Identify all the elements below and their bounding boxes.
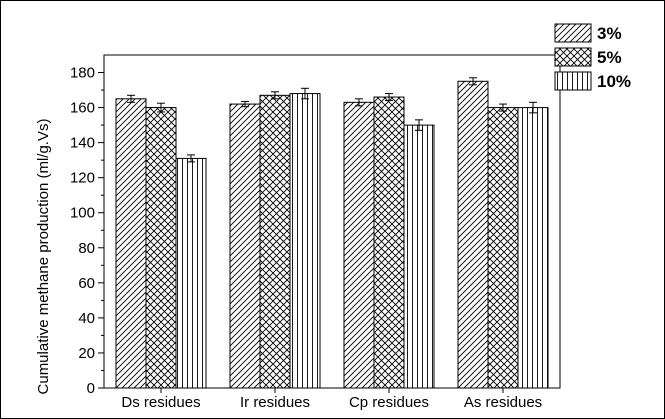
legend-swatch bbox=[554, 71, 592, 91]
bar bbox=[373, 96, 405, 389]
bars-layer bbox=[115, 77, 549, 389]
y-tick-label: 180 bbox=[70, 65, 95, 82]
y-tick-label: 0 bbox=[87, 380, 95, 397]
bar bbox=[175, 157, 207, 389]
bar bbox=[457, 80, 489, 389]
plot-frame bbox=[103, 54, 561, 389]
y-tick-label: 40 bbox=[78, 310, 95, 327]
bar bbox=[487, 107, 519, 389]
bar bbox=[229, 103, 261, 389]
bar bbox=[403, 124, 435, 389]
bar bbox=[289, 93, 321, 389]
y-tick-label: 100 bbox=[70, 205, 95, 222]
y-tick-label: 60 bbox=[78, 275, 95, 292]
legend-label: 5% bbox=[597, 48, 622, 67]
y-tick-label: 140 bbox=[70, 135, 95, 152]
legend-label: 10% bbox=[597, 72, 631, 91]
x-tick-label: Ir residues bbox=[240, 394, 310, 411]
legend-swatch bbox=[554, 47, 592, 67]
x-tick-label: Cp residues bbox=[349, 394, 429, 411]
legend-swatch bbox=[554, 23, 592, 43]
y-tick-label: 80 bbox=[78, 240, 95, 257]
bar bbox=[343, 101, 375, 389]
x-tick-label: As residues bbox=[464, 394, 542, 411]
bar bbox=[259, 94, 291, 389]
y-tick-label: 160 bbox=[70, 100, 95, 117]
axes: 0 20 40 60 80 100 120 140 160 180 Cumulative metha… bbox=[35, 54, 561, 411]
y-axis-title: Cumulative methane production (ml/g.Vs) bbox=[35, 119, 52, 395]
y-tick-label: 20 bbox=[78, 345, 95, 362]
bar bbox=[115, 98, 147, 389]
y-tick-label: 120 bbox=[70, 170, 95, 187]
legend-label: 3% bbox=[597, 24, 622, 43]
bar bbox=[145, 107, 177, 389]
legend: 3% 5% 10% bbox=[554, 23, 631, 91]
bar bbox=[517, 107, 549, 389]
x-tick-label: Ds residues bbox=[121, 394, 200, 411]
